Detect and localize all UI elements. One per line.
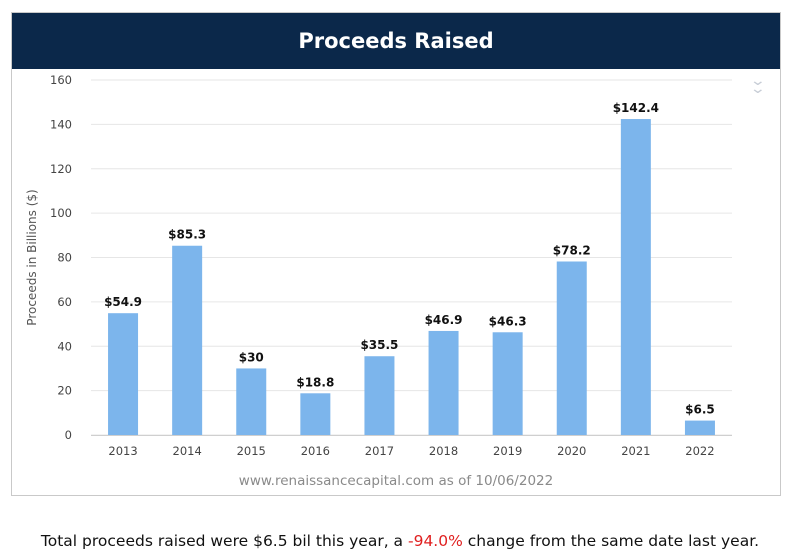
data-label: $18.8 xyxy=(296,375,334,389)
data-label: $142.4 xyxy=(613,101,659,115)
data-label: $46.3 xyxy=(489,314,527,328)
summary-prefix: Total proceeds raised were $6.5 bil this… xyxy=(40,532,408,550)
data-label: $46.9 xyxy=(425,313,463,327)
data-label: $30 xyxy=(239,350,264,364)
bar[interactable] xyxy=(364,356,395,435)
chart-header: Proceeds Raised xyxy=(12,13,780,69)
x-tick-label: 2022 xyxy=(685,444,714,458)
y-tick-label: 100 xyxy=(50,206,72,220)
chart-title: Proceeds Raised xyxy=(298,29,494,53)
data-label: $54.9 xyxy=(104,295,142,309)
x-tick-label: 2015 xyxy=(237,444,266,458)
x-tick-label: 2021 xyxy=(621,444,650,458)
data-label: $35.5 xyxy=(360,338,398,352)
y-tick-label: 140 xyxy=(50,117,72,131)
y-tick-label: 120 xyxy=(50,162,72,176)
y-tick-label: 20 xyxy=(57,384,72,398)
x-tick-label: 2013 xyxy=(108,444,137,458)
double-chevron-down-icon[interactable]: ⌄ ⌄ xyxy=(749,73,767,97)
bar[interactable] xyxy=(620,119,651,436)
chart-panel: Proceeds Raised ⌄ ⌄ 0 20 40 60 80 100 120 140 160… xyxy=(11,12,781,496)
source-line: www.renaissancecapital.com as of 10/06/2… xyxy=(12,473,780,489)
y-tick-label: 40 xyxy=(57,339,72,353)
x-axis-ticks: 2013 2014 2015 2016 2017 2018 2019 2020 2021 2022 xyxy=(91,435,732,458)
data-label: $78.2 xyxy=(553,243,591,257)
y-tick-label: 80 xyxy=(57,251,72,265)
x-tick-label: 2019 xyxy=(493,444,522,458)
bar[interactable] xyxy=(108,313,139,435)
data-label: $85.3 xyxy=(168,228,206,242)
y-tick-label: 0 xyxy=(65,428,72,442)
x-tick-label: 2016 xyxy=(301,444,330,458)
data-label: $6.5 xyxy=(685,403,715,417)
summary-suffix: change from the same date last year. xyxy=(462,532,760,550)
bar[interactable] xyxy=(684,420,715,435)
y-tick-label: 160 xyxy=(50,73,72,87)
source-site: www.renaissancecapital.com xyxy=(238,473,435,489)
y-tick-label: 60 xyxy=(57,295,72,309)
bar[interactable] xyxy=(300,393,331,435)
y-axis-ticks: 0 20 40 60 80 100 120 140 160 xyxy=(50,73,72,442)
x-tick-label: 2014 xyxy=(173,444,202,458)
bar[interactable] xyxy=(428,330,459,435)
source-as-of: as of xyxy=(438,473,472,489)
source-date: 10/06/2022 xyxy=(475,473,554,489)
summary-text: Total proceeds raised were $6.5 bil this… xyxy=(0,532,800,550)
bars xyxy=(108,119,715,436)
summary-change: -94.0% xyxy=(407,532,463,550)
x-tick-label: 2018 xyxy=(429,444,458,458)
bar[interactable] xyxy=(236,368,267,435)
y-axis-title: Proceeds in Billions ($) xyxy=(25,189,39,325)
bar[interactable] xyxy=(556,261,587,435)
bar[interactable] xyxy=(172,245,203,435)
x-tick-label: 2017 xyxy=(365,444,394,458)
data-labels: $54.9 $85.3 $30 $18.8 $35.5 $46.9 $46.3 $78.2 $1… xyxy=(104,101,715,417)
x-tick-label: 2020 xyxy=(557,444,586,458)
bar-chart: 0 20 40 60 80 100 120 140 160 $54.9 $85.3 $30 $18.8… xyxy=(25,73,732,458)
bar[interactable] xyxy=(492,332,523,435)
